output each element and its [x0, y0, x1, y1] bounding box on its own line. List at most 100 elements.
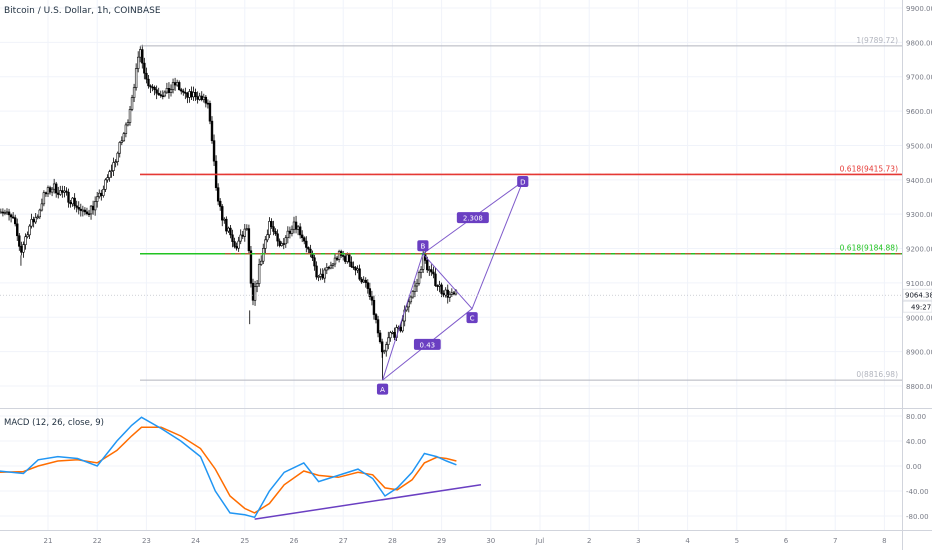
price-tick-label: 9500.00: [906, 142, 932, 150]
candle: [30, 213, 33, 229]
price-axis[interactable]: 9900.00 9800.00 9700.00 9600.00 9500.00 9400.…: [902, 5, 932, 391]
candle: [216, 183, 220, 206]
candle-body: [294, 221, 298, 230]
candle-body: [59, 190, 62, 195]
candle-body: [329, 265, 333, 269]
last-price-bg: [902, 288, 932, 301]
candle: [331, 262, 335, 270]
pattern-point-c[interactable]: C: [466, 312, 478, 324]
candle-body: [120, 140, 124, 143]
candle-body: [54, 183, 58, 194]
candle: [122, 131, 126, 142]
candle: [73, 193, 76, 210]
candle-body: [251, 282, 255, 301]
pattern-point-b[interactable]: B: [417, 240, 429, 252]
candle: [194, 88, 197, 101]
pattern-ratio-bd-bg: [456, 212, 489, 224]
candle-body: [153, 87, 156, 91]
candle: [440, 282, 443, 298]
candle-body: [296, 226, 300, 230]
candle-body: [327, 267, 331, 269]
time-axis[interactable]: 21 22 23 24 25 26 27 28 29 30 Jul 2 3 4 5 6 7 8: [44, 537, 887, 545]
candle: [157, 87, 160, 96]
candle-body: [249, 250, 253, 284]
candle-body: [208, 103, 212, 122]
macd-indicator-label[interactable]: MACD (12, 26, close, 9): [4, 418, 104, 428]
candle-body: [71, 197, 74, 205]
candle-body: [432, 271, 435, 275]
candle-body: [3, 212, 7, 214]
candle: [143, 57, 146, 80]
fib-level-label: 1(9789.72): [856, 36, 898, 45]
candle-body: [165, 87, 169, 93]
fib-level[interactable]: 1(9789.72): [140, 36, 902, 47]
candle-body: [137, 56, 140, 69]
fib-level[interactable]: 0.618(9184.88): [140, 244, 902, 255]
candle: [153, 85, 156, 96]
pattern-ratio-bd[interactable]: 2.308: [456, 212, 489, 224]
fib-level[interactable]: 0(8816.98): [140, 370, 902, 381]
candle: [323, 267, 326, 283]
candle-body: [333, 257, 337, 265]
candle-body: [34, 217, 37, 223]
candle-body: [257, 264, 261, 284]
candle: [137, 51, 140, 73]
pattern-point-b-bg: [417, 240, 429, 252]
candle: [387, 331, 390, 350]
candle-body: [38, 209, 42, 218]
time-tick-label: 4: [685, 537, 690, 545]
candle: [419, 266, 423, 279]
candle-body: [30, 219, 33, 227]
fib-level[interactable]: 0.618(9415.73): [140, 164, 902, 176]
candle: [77, 201, 80, 215]
candle-body: [419, 269, 423, 273]
candle: [108, 169, 111, 182]
candle-body: [171, 82, 175, 90]
candle-body: [188, 91, 191, 98]
candle-body: [11, 216, 15, 219]
price-tick-label: 8800.00: [906, 383, 932, 391]
candle-body: [255, 283, 259, 287]
divergence-trendline[interactable]: [254, 484, 482, 520]
chart-title: Bitcoin / U.S. Dollar, 1h, COINBASE: [4, 6, 161, 16]
pattern-point-d[interactable]: D: [517, 176, 529, 188]
pattern-ratio-ac[interactable]: 0.43: [413, 338, 441, 350]
candle-body: [173, 82, 177, 86]
pattern-point-a[interactable]: A: [376, 383, 389, 395]
candle-body: [315, 265, 318, 278]
candle-body: [221, 206, 224, 221]
price-tick-label: 9300.00: [906, 211, 932, 219]
candle: [239, 229, 242, 245]
candle-body: [366, 282, 369, 289]
candle: [210, 116, 214, 144]
candle-body: [7, 211, 11, 216]
price-tick-label: 9200.00: [906, 246, 932, 254]
candle-body: [317, 276, 320, 278]
candle: [169, 84, 173, 97]
candle-body: [452, 292, 456, 295]
candle-body: [216, 187, 220, 202]
candle-body: [219, 200, 222, 207]
harmonic-pattern[interactable]: A B C D 0.43 2.308: [376, 176, 529, 395]
candle-body: [159, 94, 162, 96]
candle: [378, 330, 382, 344]
candle: [270, 218, 273, 229]
macd-pane[interactable]: 80.00 40.00 0.00 -40.00 -80.00: [0, 413, 929, 521]
candle-body: [358, 268, 361, 280]
candle-body: [151, 86, 154, 89]
time-tick-label: 5: [735, 537, 739, 545]
candles: [0, 44, 458, 381]
candle-body: [426, 260, 429, 271]
candle-body: [391, 332, 394, 334]
candle-body: [382, 350, 386, 353]
candle-body: [200, 95, 203, 100]
fib-levels[interactable]: 1(9789.72) 0.618(9415.73) 0.618(9184.88) 0(…: [140, 36, 902, 381]
candle-body: [104, 179, 107, 190]
candle: [368, 282, 372, 300]
pattern-legs[interactable]: [382, 181, 524, 381]
candle-body: [231, 234, 234, 242]
candle-body: [450, 292, 454, 295]
candle-body: [372, 299, 376, 315]
candle-body: [264, 239, 267, 249]
